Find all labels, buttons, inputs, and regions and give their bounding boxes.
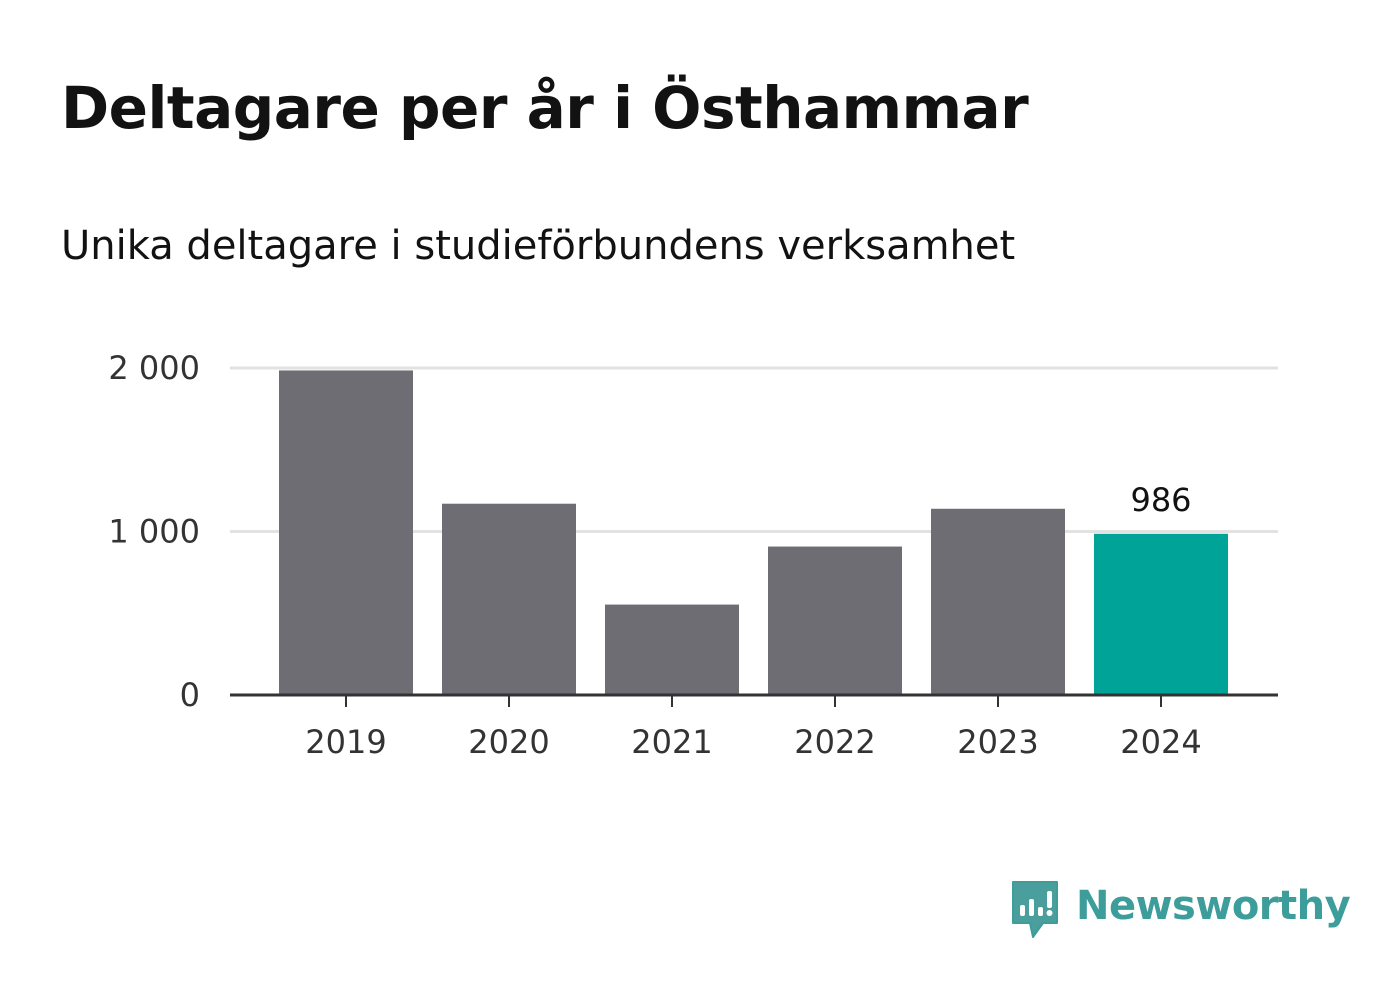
bar-2021 (605, 604, 739, 695)
bar-2019 (279, 370, 413, 695)
bar-2020 (442, 503, 576, 695)
y-tick-label: 0 (180, 676, 200, 714)
chart-subtitle: Unika deltagare i studieförbundens verks… (61, 223, 1016, 269)
axes (230, 693, 1278, 707)
newsworthy-logo-icon (1012, 881, 1058, 938)
y-tick-label: 2 000 (108, 349, 200, 387)
x-tick-label: 2019 (305, 723, 386, 761)
data-label: 986 (1130, 481, 1191, 519)
x-tick-label: 2023 (957, 723, 1038, 761)
y-tick-label: 1 000 (108, 513, 200, 551)
x-tick-label: 2020 (468, 723, 549, 761)
bar-2024 (1094, 533, 1228, 695)
labels: 0 1 000 2 000 2019 2020 2021 2022 2023 2024 986 (108, 349, 1201, 761)
bars (279, 370, 1228, 695)
bar-2023 (931, 508, 1065, 695)
x-tick-label: 2024 (1120, 723, 1201, 761)
newsworthy-logo-text: Newsworthy (1076, 883, 1351, 929)
x-tick-label: 2022 (794, 723, 875, 761)
chart-title: Deltagare per år i Östhammar (61, 74, 1029, 142)
x-tick-label: 2021 (631, 723, 712, 761)
bar-2022 (768, 546, 902, 695)
newsworthy-logo: Newsworthy (1010, 878, 1351, 942)
